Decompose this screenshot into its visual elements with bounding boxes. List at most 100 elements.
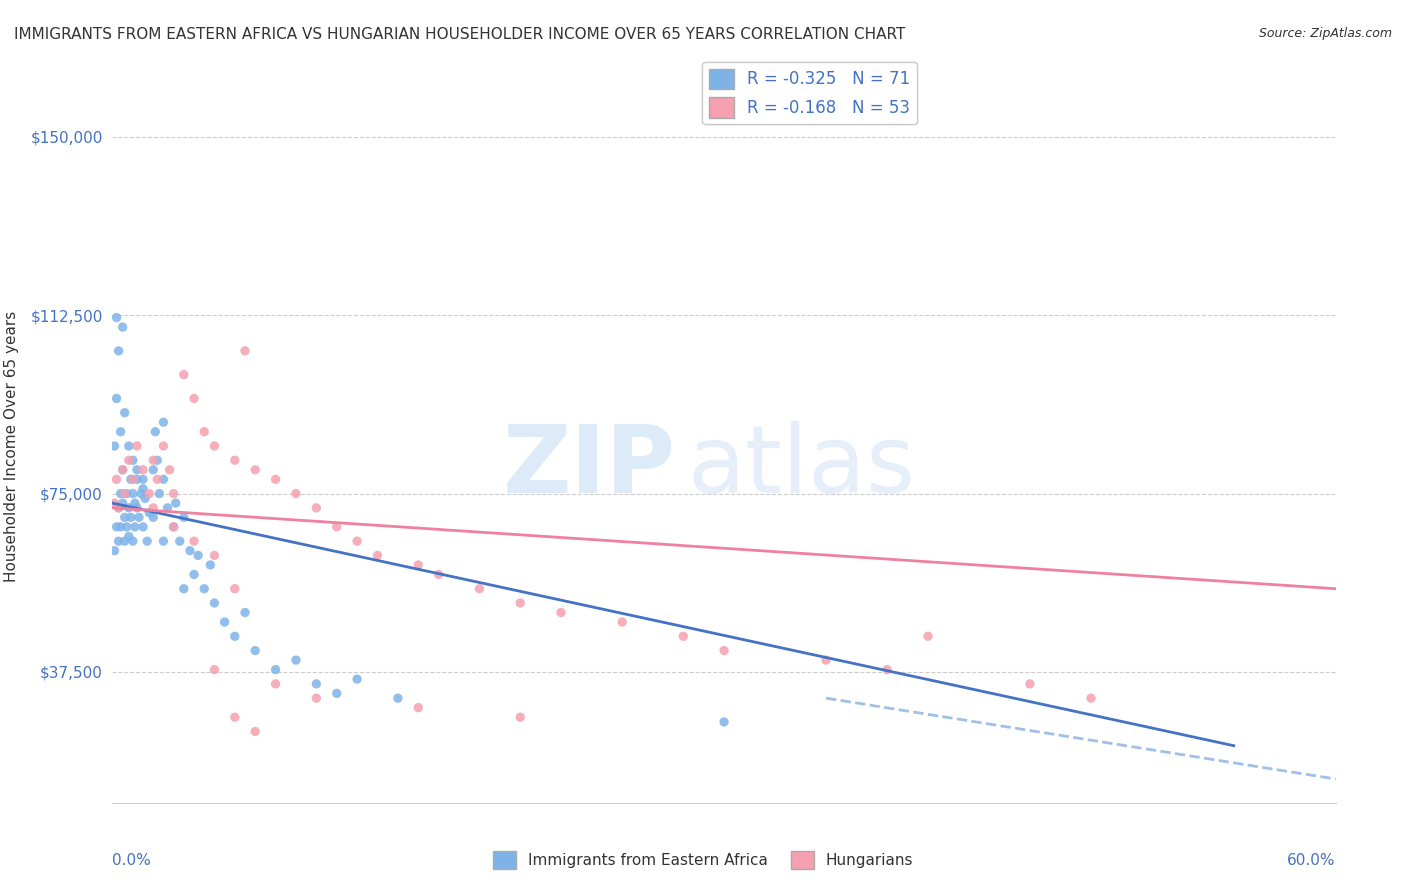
Point	[408, 558, 430, 572]
Point	[1018, 677, 1040, 691]
Point	[125, 439, 148, 453]
Point	[876, 663, 898, 677]
Point	[103, 439, 125, 453]
Point	[917, 629, 939, 643]
Point	[163, 520, 186, 534]
Point	[284, 486, 308, 500]
Point	[142, 500, 165, 515]
Point	[114, 486, 136, 500]
Point	[427, 567, 450, 582]
Point	[125, 472, 148, 486]
Point	[326, 520, 349, 534]
Point	[111, 320, 134, 334]
Point	[132, 472, 155, 486]
Point	[114, 406, 136, 420]
Point	[305, 691, 328, 706]
Point	[173, 582, 195, 596]
Point	[183, 534, 205, 549]
Point	[179, 543, 201, 558]
Point	[142, 463, 165, 477]
Point	[111, 496, 134, 510]
Point	[134, 491, 156, 506]
Point	[148, 486, 170, 500]
Point	[107, 534, 129, 549]
Point	[124, 496, 146, 510]
Point	[122, 472, 145, 486]
Point	[152, 472, 174, 486]
Point	[204, 549, 226, 563]
Point	[264, 472, 287, 486]
Point	[103, 543, 125, 558]
Y-axis label: Householder Income Over 65 years: Householder Income Over 65 years	[4, 310, 20, 582]
Point	[1080, 691, 1102, 706]
Point	[204, 439, 226, 453]
Point	[114, 510, 136, 524]
Text: Source: ZipAtlas.com: Source: ZipAtlas.com	[1258, 27, 1392, 40]
Point	[224, 710, 246, 724]
Point	[204, 663, 226, 677]
Point	[156, 500, 179, 515]
Point	[245, 463, 267, 477]
Point	[169, 534, 191, 549]
Point	[115, 486, 138, 500]
Point	[118, 529, 141, 543]
Point	[550, 606, 572, 620]
Legend: R = -0.325   N = 71, R = -0.168   N = 53: R = -0.325 N = 71, R = -0.168 N = 53	[703, 62, 917, 124]
Point	[193, 582, 215, 596]
Point	[118, 439, 141, 453]
Text: atlas: atlas	[688, 421, 915, 514]
Text: ZIP: ZIP	[502, 421, 675, 514]
Point	[136, 534, 159, 549]
Point	[187, 549, 209, 563]
Point	[224, 629, 246, 643]
Point	[111, 463, 134, 477]
Point	[284, 653, 308, 667]
Point	[713, 714, 735, 729]
Text: 60.0%: 60.0%	[1288, 853, 1336, 868]
Point	[224, 582, 246, 596]
Point	[152, 415, 174, 429]
Point	[468, 582, 491, 596]
Point	[132, 520, 155, 534]
Point	[129, 486, 152, 500]
Point	[346, 672, 368, 686]
Point	[107, 500, 129, 515]
Point	[118, 500, 141, 515]
Text: IMMIGRANTS FROM EASTERN AFRICA VS HUNGARIAN HOUSEHOLDER INCOME OVER 65 YEARS COR: IMMIGRANTS FROM EASTERN AFRICA VS HUNGAR…	[14, 27, 905, 42]
Point	[264, 663, 287, 677]
Text: 0.0%: 0.0%	[112, 853, 152, 868]
Point	[146, 472, 169, 486]
Point	[105, 392, 128, 406]
Point	[387, 691, 409, 706]
Point	[245, 643, 267, 657]
Point	[110, 425, 132, 439]
Point	[122, 534, 145, 549]
Point	[509, 710, 531, 724]
Point	[110, 486, 132, 500]
Point	[183, 567, 205, 582]
Point	[115, 520, 138, 534]
Point	[105, 310, 128, 325]
Point	[713, 643, 735, 657]
Point	[142, 510, 165, 524]
Point	[233, 343, 256, 358]
Point	[159, 463, 181, 477]
Point	[110, 520, 132, 534]
Legend: Immigrants from Eastern Africa, Hungarians: Immigrants from Eastern Africa, Hungaria…	[486, 845, 920, 875]
Point	[120, 510, 142, 524]
Point	[138, 486, 160, 500]
Point	[163, 486, 186, 500]
Point	[118, 453, 141, 467]
Point	[366, 549, 388, 563]
Point	[183, 392, 205, 406]
Point	[105, 472, 128, 486]
Point	[122, 486, 145, 500]
Point	[173, 510, 195, 524]
Point	[132, 463, 155, 477]
Point	[124, 520, 146, 534]
Point	[163, 520, 186, 534]
Point	[128, 510, 150, 524]
Point	[408, 700, 430, 714]
Point	[214, 615, 236, 629]
Point	[264, 677, 287, 691]
